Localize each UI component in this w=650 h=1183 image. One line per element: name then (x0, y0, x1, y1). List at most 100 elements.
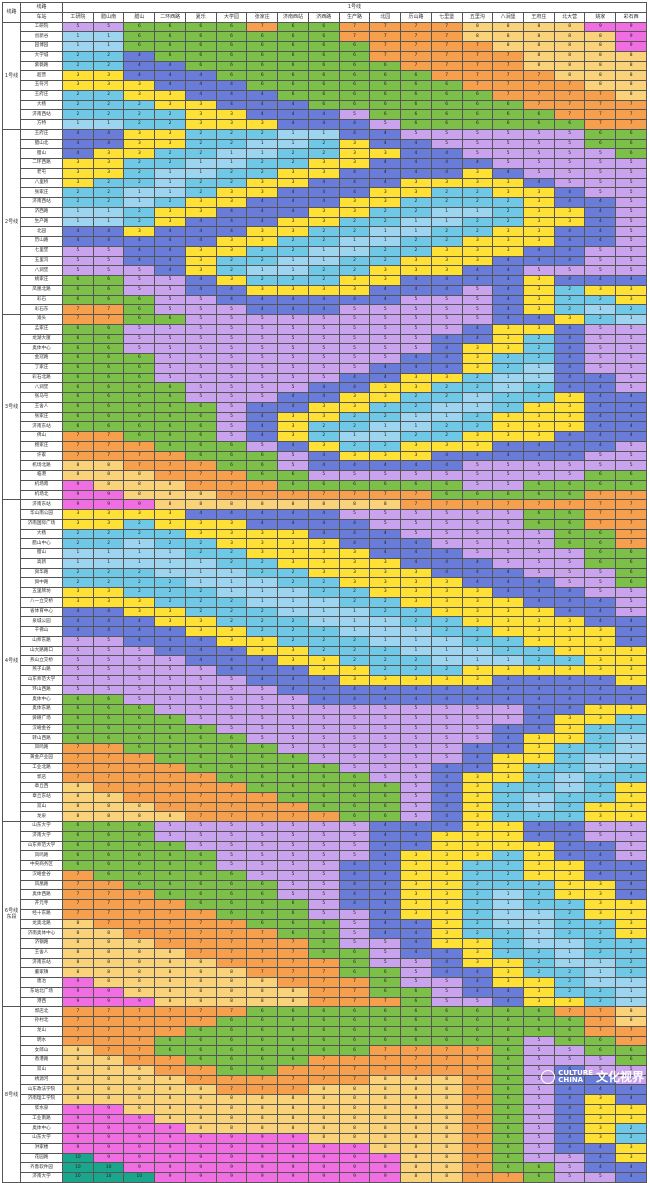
fare-cell: 4 (277, 401, 309, 413)
fare-cell: 3 (461, 811, 494, 822)
fare-cell: 5 (584, 265, 617, 276)
fare-cell: 6 (184, 879, 217, 891)
fare-cell: 1 (492, 889, 525, 900)
fare-cell: 1 (246, 596, 279, 608)
fare-cell: 3 (430, 840, 463, 852)
fare-cell: 7 (461, 41, 494, 52)
fare-cell: 6 (123, 401, 156, 413)
fare-cell: 6 (277, 1006, 309, 1017)
fare-cell: 3 (615, 655, 647, 666)
fare-cell: 5 (307, 752, 340, 764)
fare-cell: 6 (307, 1016, 340, 1027)
fare-cell: 5 (523, 158, 555, 169)
fare-cell: 2 (338, 587, 371, 598)
fare-cell: 5 (215, 860, 248, 871)
table-row: 济南东站 6 6 6 6 6 5 4 3 2 2 1 1 2 2 3 3 3 4 4 (3, 421, 647, 432)
fare-cell: 4 (338, 528, 371, 540)
station-name: 浆水泉 (20, 1103, 63, 1115)
fare-cell: 5 (461, 294, 494, 306)
fare-cell: 6 (277, 80, 309, 91)
fare-cell: 7 (277, 957, 309, 969)
table-row: 女郎山 8 7 7 6 6 6 6 6 6 6 7 7 7 7 6 5 5 6 6 (3, 1045, 647, 1056)
fare-cell: 4 (584, 1152, 617, 1164)
fare-cell: 3 (461, 850, 494, 861)
fare-cell: 2 (62, 567, 94, 579)
fare-cell: 4 (400, 538, 432, 549)
fare-cell: 5 (369, 333, 402, 345)
fare-cell: 6 (307, 918, 340, 930)
fare-cell: 7 (154, 450, 186, 462)
fare-cell: 5 (246, 733, 279, 744)
fare-cell: 2 (92, 567, 125, 579)
station-name: 玉符河 (20, 80, 63, 91)
table-row: 山东师范大学 6 6 6 6 5 5 5 5 5 5 4 4 3 3 3 3 4 4 5 (3, 840, 647, 852)
fare-cell: 1 (123, 557, 156, 569)
fare-cell: 5 (184, 821, 217, 832)
fare-cell: 2 (338, 645, 371, 657)
fare-cell: 4 (215, 99, 248, 111)
fare-cell: 7 (277, 1074, 309, 1086)
fare-cell: 5 (615, 197, 647, 208)
fare-cell: 5 (277, 860, 309, 871)
table-row: 奥体中心 6 6 5 5 5 5 5 5 4 4 4 4 4 4 4 4 4 4 4 (3, 694, 647, 705)
fare-cell: 3 (369, 392, 402, 403)
fare-cell: 6 (215, 752, 248, 764)
fare-cell: 5 (584, 255, 617, 267)
fare-cell: 7 (584, 119, 617, 130)
fare-cell: 5 (154, 372, 186, 384)
fare-cell: 6 (92, 284, 125, 296)
fare-cell: 2 (369, 440, 402, 452)
fare-cell: 6 (492, 119, 525, 130)
fare-cell: 6 (246, 450, 279, 462)
fare-cell: 6 (277, 762, 309, 774)
fare-cell: 8 (400, 1123, 432, 1134)
fare-cell: 4 (184, 80, 217, 91)
fare-cell: 6 (492, 1016, 525, 1027)
fare-cell: 3 (430, 879, 463, 891)
fare-cell: 6 (523, 479, 555, 491)
fare-cell: 3 (400, 889, 432, 900)
fare-cell: 4 (215, 284, 248, 296)
fare-cell: 8 (184, 1084, 217, 1095)
fare-cell: 8 (553, 21, 586, 33)
fare-cell: 4 (615, 392, 647, 403)
line-label: 6号线东段 (2, 820, 21, 1008)
fare-cell: 5 (615, 333, 647, 345)
line-label: 2号线 (2, 128, 21, 316)
fare-cell: 5 (369, 733, 402, 744)
fare-cell: 8 (62, 957, 94, 969)
fare-cell: 3 (523, 850, 555, 861)
fare-cell: 4 (461, 567, 494, 579)
fare-cell: 7 (584, 1016, 617, 1027)
fare-cell: 4 (461, 323, 494, 335)
table-row: 历山路 4 4 4 4 4 3 3 2 2 1 1 2 2 3 3 3 4 4 5 (3, 236, 647, 247)
fare-cell: 7 (307, 1074, 340, 1086)
fare-cell: 3 (553, 996, 586, 1008)
fare-cell: 5 (62, 635, 94, 647)
fare-cell: 8 (92, 1074, 125, 1086)
fare-cell: 7 (184, 1064, 217, 1076)
fare-cell: 5 (584, 148, 617, 159)
fare-cell: 5 (523, 557, 555, 569)
station-name: 山东政法学院 (20, 1084, 63, 1095)
fare-cell: 7 (523, 70, 555, 81)
fare-cell: 2 (553, 304, 586, 315)
fare-cell: 9 (154, 1142, 186, 1154)
fare-cell: 5 (184, 830, 217, 842)
fare-cell: 5 (553, 1055, 586, 1066)
fare-cell: 3 (277, 645, 309, 657)
fare-cell: 7 (123, 450, 156, 462)
fare-cell: 2 (92, 89, 125, 101)
fare-cell: 1 (184, 557, 217, 569)
table-row: 济南东站 8 8 8 8 8 7 7 7 7 6 5 5 4 3 3 2 1 1 2 (3, 957, 647, 969)
fare-cell: 9 (92, 499, 125, 510)
fare-cell: 9 (123, 1123, 156, 1134)
fare-cell: 4 (400, 138, 432, 150)
fare-cell: 6 (184, 440, 217, 452)
fare-cell: 6 (154, 21, 186, 33)
fare-cell: 6 (492, 1103, 525, 1115)
fare-cell: 6 (277, 908, 309, 920)
fare-cell: 2 (307, 148, 340, 159)
fare-cell: 4 (184, 635, 217, 647)
fare-cell: 5 (338, 743, 371, 754)
